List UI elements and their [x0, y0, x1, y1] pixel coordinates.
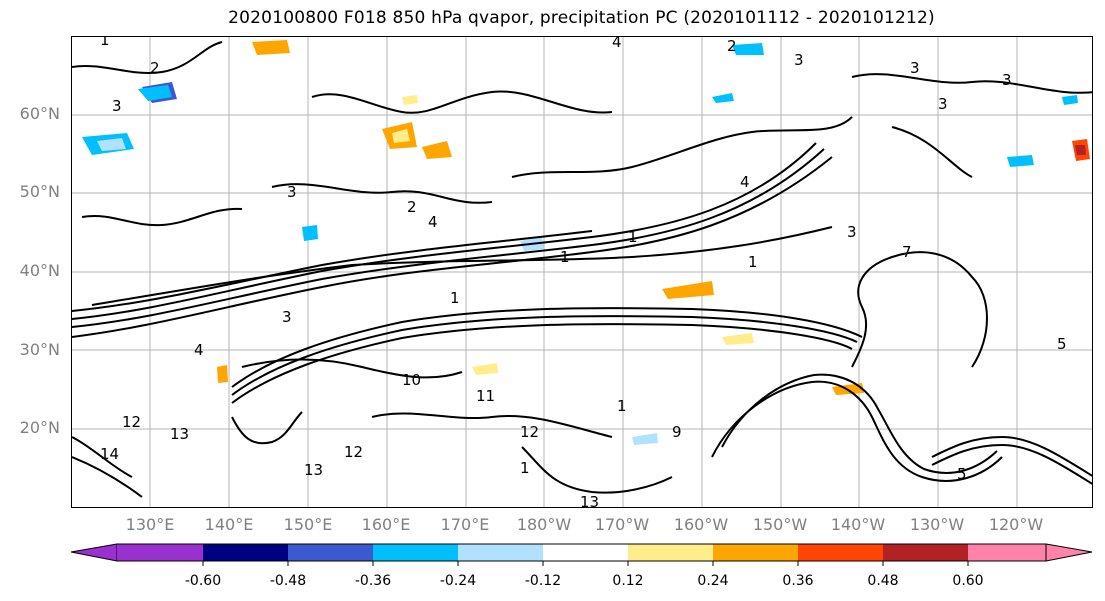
contour-label: 1	[748, 253, 758, 271]
contour-label: 1	[450, 289, 460, 307]
lat-label-40n: 40°N	[19, 261, 60, 280]
lon-label: 120°W	[988, 515, 1044, 534]
contour-label: 5	[957, 465, 967, 483]
contour-label: 4	[428, 213, 438, 231]
contour-labels: 1 2 3 2 3 3 4 3 3 4 3 3 4 2 1 1 1 1 3 4 …	[100, 37, 1067, 508]
lat-label-20n: 20°N	[19, 418, 60, 437]
contour-label: 12	[520, 423, 539, 441]
map-panel: 1 2 3 2 3 3 4 3 3 4 3 3 4 2 1 1 1 1 3 4 …	[71, 36, 1093, 508]
lat-label-50n: 50°N	[19, 182, 60, 201]
contour-label: 2	[407, 198, 417, 216]
contour-label: 4	[612, 37, 622, 51]
colorbar-segment	[968, 544, 1046, 561]
colorbar-segment	[288, 544, 373, 561]
colorbar-max-extension	[1045, 543, 1093, 562]
contour-label: 13	[580, 493, 599, 508]
contour-label: 3	[112, 97, 122, 115]
colorbar-segment	[117, 544, 203, 561]
lon-label: 130°W	[909, 515, 965, 534]
colorbar-tick-label: 0.12	[612, 573, 644, 589]
lat-label-30n: 30°N	[19, 340, 60, 359]
contour-label: 1	[628, 228, 638, 246]
colorbar-segment	[713, 544, 798, 561]
colorbar-tick-label: -0.60	[184, 573, 222, 589]
contour-label: 3	[282, 308, 292, 326]
colorbar-segment	[628, 544, 713, 561]
lon-label: 170°W	[594, 515, 650, 534]
contour-label: 3	[910, 59, 920, 77]
colorbar-min-extension	[70, 543, 118, 562]
contour-label: 4	[740, 173, 750, 191]
colorbar-tick-label: -0.36	[354, 573, 392, 589]
contour-label: 3	[938, 95, 948, 113]
contour-label: 1	[617, 397, 627, 415]
contour-label: 7	[902, 243, 912, 261]
lon-label: 140°W	[830, 515, 886, 534]
lon-label: 160°E	[361, 515, 411, 534]
lon-label: 170°E	[440, 515, 490, 534]
colorbar-segment	[373, 544, 458, 561]
colorbar-segment	[798, 544, 883, 561]
lon-label: 150°W	[752, 515, 808, 534]
colorbar-tick-label: 0.24	[697, 573, 729, 589]
contour-label: 9	[672, 423, 682, 441]
contour-label: 2	[727, 37, 737, 55]
colorbar-segment	[543, 544, 628, 561]
colorbar-segment	[203, 544, 288, 561]
contour-label: 1	[100, 37, 110, 49]
contour-label: 13	[170, 425, 189, 443]
colorbar-tick-label: -0.48	[269, 573, 307, 589]
contour-label: 1	[560, 248, 570, 266]
colorbar-tick-label: -0.12	[524, 573, 562, 589]
contour-label: 5	[1057, 335, 1067, 353]
lon-label: 160°W	[673, 515, 729, 534]
contour-label: 3	[794, 51, 804, 69]
lon-label: 130°E	[125, 515, 175, 534]
colorbar-tick-label: 0.60	[952, 573, 984, 589]
lat-label-60n: 60°N	[19, 104, 60, 123]
contour-label: 14	[100, 445, 119, 463]
colorbar-segment	[883, 544, 968, 561]
contour-label: 1	[520, 459, 530, 477]
lon-label: 140°E	[204, 515, 254, 534]
contour-label: 13	[304, 461, 323, 479]
map-title: 2020100800 F018 850 hPa qvapor, precipit…	[228, 8, 935, 28]
colorbar-segment	[458, 544, 543, 561]
contour-label: 3	[847, 223, 857, 241]
map-plot: 1 2 3 2 3 3 4 3 3 4 3 3 4 2 1 1 1 1 3 4 …	[72, 37, 1092, 508]
contour-label: 4	[194, 341, 204, 359]
contour-label: 12	[122, 413, 141, 431]
contour-label: 3	[1002, 71, 1012, 89]
precip-shading	[82, 40, 1090, 445]
colorbar-tick-label: 0.36	[782, 573, 814, 589]
colorbar-tick-label: 0.48	[867, 573, 899, 589]
qvapor-contours	[72, 41, 1092, 498]
colorbar-tick-label: -0.24	[439, 573, 477, 589]
contour-label: 11	[476, 387, 495, 405]
contour-label: 2	[150, 59, 160, 77]
lon-label: 150°E	[283, 515, 333, 534]
contour-label: 3	[287, 183, 297, 201]
contour-label: 12	[344, 443, 363, 461]
lon-label: 180°W	[516, 515, 572, 534]
contour-label: 10	[402, 371, 421, 389]
